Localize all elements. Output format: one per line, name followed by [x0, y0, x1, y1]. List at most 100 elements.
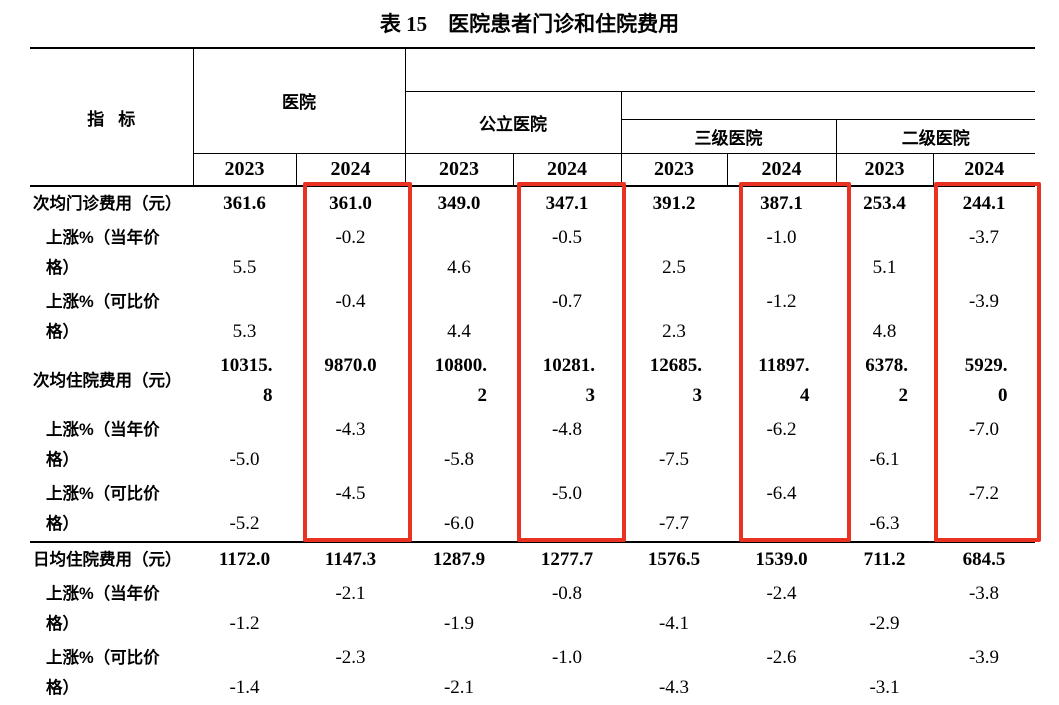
value-number: 387.1	[760, 193, 803, 214]
value-cell: 253.4	[836, 186, 933, 221]
table-row: 次均门诊费用（元） 361.6 361.0 349.0 347.1 391.2 387.1 2…	[30, 186, 1035, 221]
value-number: -6.1	[869, 449, 900, 470]
value-cell: -6.4	[727, 477, 836, 542]
value-number: 1172.0	[218, 549, 271, 570]
value-cell: 349.0	[405, 186, 513, 221]
row-label: 次均住院费用（元）	[30, 349, 193, 413]
value-cell: 2.3	[621, 285, 727, 349]
indicator-header: 指标	[30, 48, 194, 187]
value-cell: -1.9	[405, 577, 513, 641]
table-row: 次均住院费用（元） 10315.8 9870.0 10800.2 10281.3 1268…	[30, 349, 1035, 413]
value-cell: -4.3	[296, 413, 405, 477]
value-number: -0.7	[551, 291, 583, 312]
value-cell: -3.9	[933, 285, 1035, 349]
value-cell: -2.1	[296, 577, 405, 641]
value-cell: -0.8	[513, 577, 621, 641]
value-cell: -1.4	[193, 641, 296, 705]
value-cell: -4.1	[621, 577, 727, 641]
value-cell: -4.8	[513, 413, 621, 477]
value-cell: 1287.9	[405, 541, 513, 577]
value-number: 361.6	[223, 193, 266, 214]
group-header-secondary-hospital: 二级医院	[836, 119, 1036, 154]
value-number: 1147.3	[324, 549, 377, 570]
value-number: -1.2	[229, 613, 260, 634]
value-number: -3.1	[869, 677, 900, 698]
header-row: 公立医院	[30, 91, 1036, 154]
table-row: 上涨%（可比价格） -1.4 -2.3 -2.1 -1.0 -4.3 -2.6 -3.1 -3.…	[30, 641, 1035, 705]
value-cell: 5929.0	[933, 349, 1035, 413]
value-number: 2.5	[662, 257, 686, 278]
statistics-table: 指标 医院 公立医院 三级医院 二级医院 2023 2024 2023 2024 202…	[30, 47, 1036, 705]
value-cell: 387.1	[727, 186, 836, 221]
value-cell: -1.0	[513, 641, 621, 705]
value-number: 1539.0	[755, 549, 808, 570]
value-number: -5.2	[229, 513, 260, 534]
value-cell: -7.0	[933, 413, 1035, 477]
value-number: 4.4	[447, 321, 471, 342]
value-cell: 4.6	[405, 221, 513, 285]
value-number: 1287.9	[432, 549, 486, 570]
value-cell: 5.5	[193, 221, 296, 285]
value-cell: -3.8	[933, 577, 1035, 641]
value-cell: 1147.3	[296, 541, 405, 577]
value-cell: -2.1	[405, 641, 513, 705]
value-number: 4.8	[872, 321, 897, 342]
table-title: 表 15 医院患者门诊和住院费用	[379, 12, 680, 36]
value-number: 711.2	[863, 549, 906, 570]
value-number: -1.4	[229, 677, 260, 698]
value-cell: -5.0	[193, 413, 296, 477]
value-number: -2.3	[335, 647, 366, 668]
value-number: 347.1	[545, 193, 589, 214]
value-number: -7.7	[658, 513, 690, 534]
value-number: -5.0	[229, 449, 260, 470]
value-number: -4.1	[658, 613, 690, 634]
value-number: -4.3	[658, 677, 690, 698]
row-label-text: 上涨%（可比价格）	[46, 649, 160, 697]
value-cell: -0.4	[296, 285, 405, 349]
header-row: 指标 医院	[30, 48, 1036, 187]
value-cell: 4.4	[405, 285, 513, 349]
row-label-text: 次均门诊费用（元）	[33, 195, 182, 213]
value-cell: -1.2	[727, 285, 836, 349]
table-row: 上涨%（当年价格） -1.2 -2.1 -1.9 -0.8 -4.1 -2.4 -2.9 -3.…	[30, 577, 1035, 641]
row-label: 上涨%（可比价格）	[30, 477, 193, 542]
value-cell: -6.3	[836, 477, 933, 542]
table-row: 日均住院费用（元） 1172.0 1147.3 1287.9 1277.7 1576.5 1…	[30, 541, 1036, 577]
header-spacer	[621, 91, 1036, 120]
year-header: 2023	[404, 153, 513, 187]
value-cell: -2.6	[727, 641, 836, 705]
value-cell: -7.5	[621, 413, 727, 477]
year-header: 2023	[192, 153, 296, 187]
table-row: 上涨%（可比价格） -5.2 -4.5 -6.0 -5.0 -7.7 -6.4 -6.3 -7.…	[30, 477, 1035, 542]
header-row: 三级医院 二级医院	[30, 119, 1036, 154]
value-number: -4.3	[335, 419, 366, 440]
value-number: 4.6	[447, 257, 471, 278]
value-number: 11897.4	[758, 355, 810, 406]
value-number: -0.5	[551, 227, 583, 248]
year-header: 2024	[512, 153, 621, 187]
year-header: 2024	[932, 153, 1036, 187]
value-cell: 6378.2	[836, 349, 933, 413]
value-number: -0.2	[335, 227, 366, 248]
group-header-tertiary-hospital: 三级医院	[621, 119, 837, 154]
value-number: 10800.2	[434, 355, 487, 406]
value-number: 6378.2	[865, 355, 908, 406]
value-cell: -3.1	[836, 641, 933, 705]
value-cell: 12685.3	[621, 349, 727, 413]
year-header: 2024	[726, 153, 836, 187]
table-row: 上涨%（当年价格） -5.0 -4.3 -5.8 -4.8 -7.5 -6.2 -6.1 -7.…	[30, 413, 1035, 477]
value-number: 349.0	[437, 193, 481, 214]
value-cell: -0.5	[513, 221, 621, 285]
value-number: 391.2	[652, 193, 696, 214]
value-cell: 1277.7	[513, 541, 621, 577]
value-number: 9870.0	[324, 355, 377, 376]
value-number: 10315.8	[220, 355, 273, 406]
value-number: -3.7	[968, 227, 1000, 248]
value-cell: 11897.4	[727, 349, 836, 413]
value-cell: -6.2	[727, 413, 836, 477]
value-cell: 361.0	[296, 186, 405, 221]
value-cell: -5.0	[513, 477, 621, 542]
value-cell: 5.3	[193, 285, 296, 349]
value-cell: 1576.5	[621, 541, 727, 577]
